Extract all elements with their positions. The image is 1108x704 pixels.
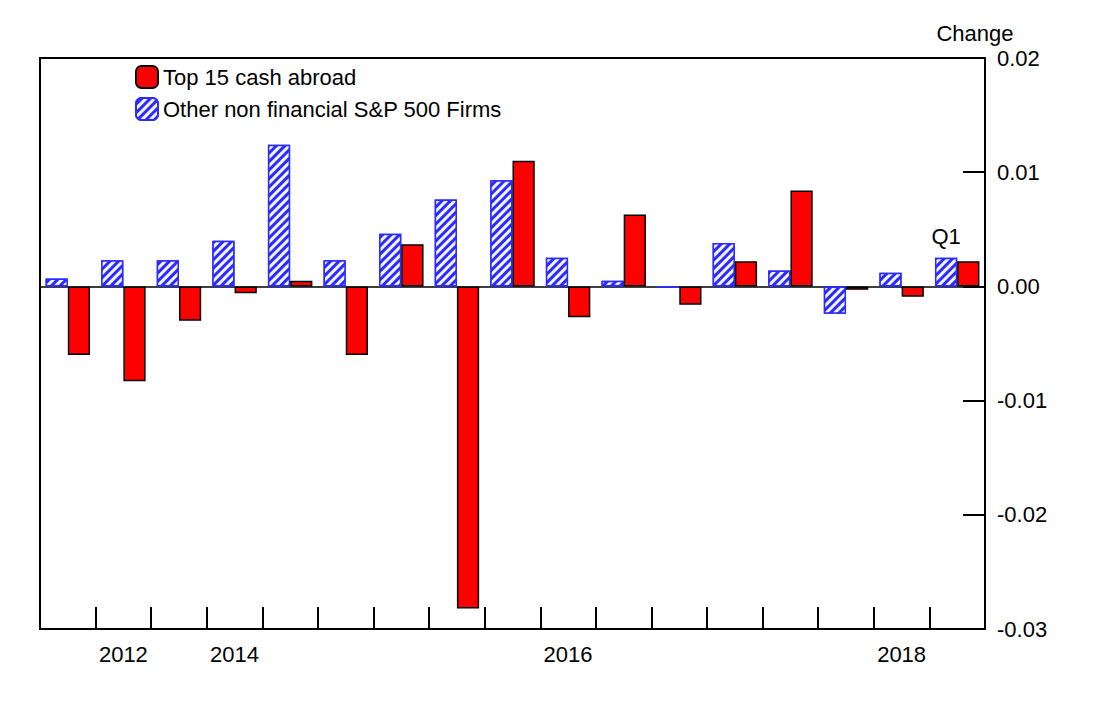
- svg-text:-0.01: -0.01: [997, 388, 1047, 413]
- svg-text:2016: 2016: [544, 642, 593, 667]
- svg-text:2018: 2018: [877, 642, 926, 667]
- svg-text:Top 15 cash abroad: Top 15 cash abroad: [163, 65, 356, 90]
- svg-text:Change: Change: [936, 21, 1013, 46]
- svg-text:0.02: 0.02: [997, 46, 1040, 71]
- svg-text:0.01: 0.01: [997, 160, 1040, 185]
- svg-text:Other non financial S&P 500 Fi: Other non financial S&P 500 Firms: [163, 97, 501, 122]
- svg-text:-0.03: -0.03: [997, 617, 1047, 642]
- svg-text:-0.02: -0.02: [997, 502, 1047, 527]
- svg-text:2012: 2012: [99, 642, 148, 667]
- svg-text:Q1: Q1: [931, 224, 960, 249]
- svg-text:2014: 2014: [210, 642, 259, 667]
- svg-text:0.00: 0.00: [997, 274, 1040, 299]
